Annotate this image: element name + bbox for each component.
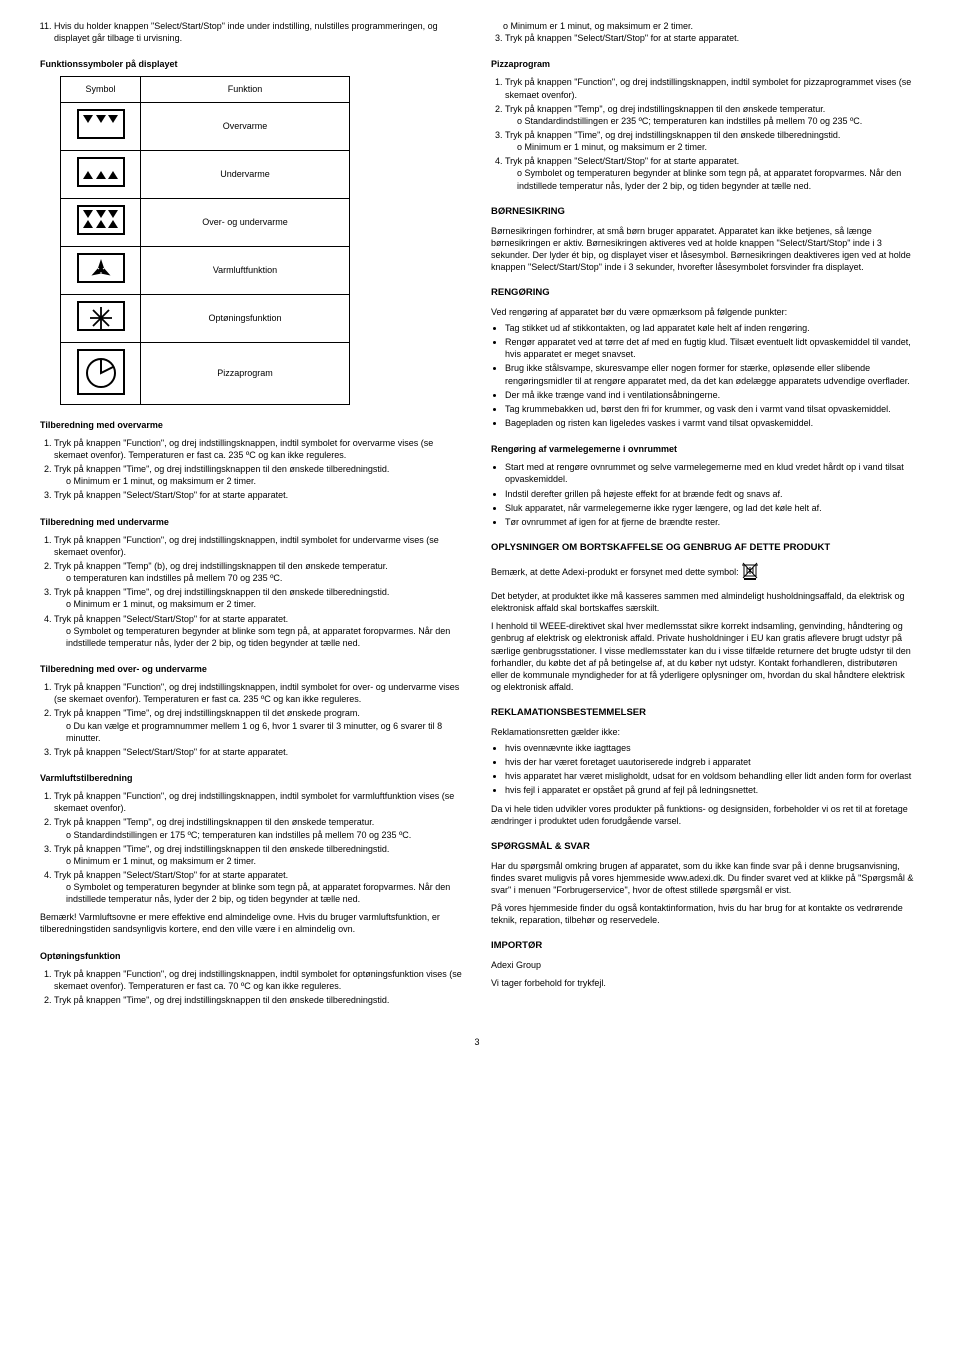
varmluft-note: Bemærk! Varmluftsovne er mere effektive …	[40, 911, 463, 935]
cell-sym-undervarme	[61, 150, 141, 198]
overvarme-step2: Tryk på knappen "Time", og drej indstill…	[54, 463, 463, 487]
item-11: Hvis du holder knappen "Select/Start/Sto…	[54, 20, 463, 44]
cell-label-overunder: Over- og undervarme	[141, 198, 350, 246]
weee-bin-icon	[741, 561, 759, 584]
heading-varmluft: Varmluftstilberedning	[40, 772, 463, 784]
pizza-step3: Tryk på knappen "Time", og drej indstill…	[505, 129, 914, 153]
th-funktion: Funktion	[141, 77, 350, 102]
overunder-step3: Tryk på knappen "Select/Start/Stop" for …	[54, 746, 463, 758]
varmelegemer-b3: Sluk apparatet, når varmelegemerne ikke …	[505, 502, 914, 514]
bornesikring-text: Børnesikringen forhindrer, at små børn b…	[491, 225, 914, 274]
heading-importor: IMPORTØR	[491, 940, 914, 953]
varmluft-step1: Tryk på knappen "Function", og drej inds…	[54, 790, 463, 814]
importor-p1: Adexi Group	[491, 959, 914, 971]
heading-undervarme: Tilberedning med undervarme	[40, 516, 463, 528]
bortskaffelse-p2: I henhold til WEEE-direktivet skal hver …	[491, 620, 914, 693]
cell-sym-pizza	[61, 342, 141, 404]
bortskaffelse-intro: Bemærk, at dette Adexi-produkt er forsyn…	[491, 561, 914, 584]
heading-bornesikring: BØRNESIKRING	[491, 206, 914, 219]
optoning-step3: Tryk på knappen "Select/Start/Stop" for …	[505, 32, 914, 44]
varmelegemer-b2: Indstil derefter grillen på højeste effe…	[505, 488, 914, 500]
pizza-icon	[77, 349, 125, 395]
varmluft-step2a: Standardindstillingen er 175 ºC; tempera…	[66, 829, 463, 841]
undervarme-step2a: temperaturen kan indstilles på mellem 70…	[66, 572, 463, 584]
heading-overunder: Tilberedning med over- og undervarme	[40, 663, 463, 675]
sporgsmal-p2: På vores hjemmeside finder du også konta…	[491, 902, 914, 926]
cell-sym-optoning	[61, 294, 141, 342]
optoning-step2: Tryk på knappen "Time", og drej indstill…	[54, 994, 463, 1006]
undervarme-step4: Tryk på knappen "Select/Start/Stop" for …	[54, 613, 463, 649]
pizza-step3a: Minimum er 1 minut, og maksimum er 2 tim…	[517, 141, 914, 153]
reklamation-p: Da vi hele tiden udvikler vores produkte…	[491, 803, 914, 827]
optoning-step1: Tryk på knappen "Function", og drej inds…	[54, 968, 463, 992]
heading-reklamation: REKLAMATIONSBESTEMMELSER	[491, 707, 914, 720]
reklamation-b2: hvis der har været foretaget uautorisere…	[505, 756, 914, 768]
undervarme-step2: Tryk på knappen "Temp" (b), og drej inds…	[54, 560, 463, 584]
overunder-step1: Tryk på knappen "Function", og drej inds…	[54, 681, 463, 705]
rengoring-b6: Bagepladen og risten kan ligeledes vaske…	[505, 417, 914, 429]
pizza-step1: Tryk på knappen "Function", og drej inds…	[505, 76, 914, 100]
heading-pizza: Pizzaprogram	[491, 58, 914, 70]
overvarme-icon	[77, 109, 125, 139]
th-symbol: Symbol	[61, 77, 141, 102]
rengoring-b5: Tag krummebakken ud, børst den fri for k…	[505, 403, 914, 415]
pizza-step2a: Standardindstillingen er 235 ºC; tempera…	[517, 115, 914, 127]
undervarme-step3a: Minimum er 1 minut, og maksimum er 2 tim…	[66, 598, 463, 610]
optoning-step2a: Minimum er 1 minut, og maksimum er 2 tim…	[503, 20, 914, 32]
reklamation-b3: hvis apparatet har været misligholdt, ud…	[505, 770, 914, 782]
pizza-step4: Tryk på knappen "Select/Start/Stop" for …	[505, 155, 914, 191]
cell-sym-overvarme	[61, 102, 141, 150]
pizza-step4a: Symbolet og temperaturen begynder at bli…	[517, 167, 914, 191]
reklamation-b4: hvis fejl i apparatet er opstået på grun…	[505, 784, 914, 796]
page-number: 3	[40, 1036, 914, 1048]
reklamation-intro: Reklamationsretten gælder ikke:	[491, 726, 914, 738]
rengoring-b4: Der må ikke trænge vand ind i ventilatio…	[505, 389, 914, 401]
heading-rengoring-varmelegemer: Rengøring af varmelegemerne i ovnrummet	[491, 443, 914, 455]
symbol-function-table: Symbol Funktion Overvarme Undervarme	[60, 76, 350, 404]
cell-label-varmluft: Varmluftfunktion	[141, 246, 350, 294]
fan-icon	[77, 253, 125, 283]
varmluft-step3: Tryk på knappen "Time", og drej indstill…	[54, 843, 463, 867]
over-undervarme-icon	[77, 205, 125, 235]
bortskaffelse-p1: Det betyder, at produktet ikke må kasser…	[491, 590, 914, 614]
overvarme-step1: Tryk på knappen "Function", og drej inds…	[54, 437, 463, 461]
cell-label-optoning: Optøningsfunktion	[141, 294, 350, 342]
reklamation-b1: hvis ovennævnte ikke iagttages	[505, 742, 914, 754]
rengoring-intro: Ved rengøring af apparatet bør du være o…	[491, 306, 914, 318]
cell-sym-overunder	[61, 198, 141, 246]
heading-funktionssymboler: Funktionssymboler på displayet	[40, 58, 463, 70]
undervarme-step4a: Symbolet og temperaturen begynder at bli…	[66, 625, 463, 649]
varmelegemer-b1: Start med at rengøre ovnrummet og selve …	[505, 461, 914, 485]
undervarme-icon	[77, 157, 125, 187]
varmluft-step4: Tryk på knappen "Select/Start/Stop" for …	[54, 869, 463, 905]
heading-bortskaffelse: OPLYSNINGER OM BORTSKAFFELSE OG GENBRUG …	[491, 542, 914, 555]
rengoring-b3: Brug ikke stålsvampe, skuresvampe eller …	[505, 362, 914, 386]
heading-sporgsmal: SPØRGSMÅL & SVAR	[491, 841, 914, 854]
rengoring-b2: Rengør apparatet ved at tørre det af med…	[505, 336, 914, 360]
pizza-step2: Tryk på knappen "Temp", og drej indstill…	[505, 103, 914, 127]
cell-label-pizza: Pizzaprogram	[141, 342, 350, 404]
cell-label-undervarme: Undervarme	[141, 150, 350, 198]
overvarme-step3: Tryk på knappen "Select/Start/Stop" for …	[54, 489, 463, 501]
overunder-step2: Tryk på knappen "Time", og drej indstill…	[54, 707, 463, 743]
importor-p2: Vi tager forbehold for trykfejl.	[491, 977, 914, 989]
varmluft-step4a: Symbolet og temperaturen begynder at bli…	[66, 881, 463, 905]
varmluft-step2: Tryk på knappen "Temp", og drej indstill…	[54, 816, 463, 840]
rengoring-b1: Tag stikket ud af stikkontakten, og lad …	[505, 322, 914, 334]
varmluft-step3a: Minimum er 1 minut, og maksimum er 2 tim…	[66, 855, 463, 867]
cell-sym-varmluft	[61, 246, 141, 294]
heading-rengoring: RENGØRING	[491, 287, 914, 300]
overunder-step2a: Du kan vælge et programnummer mellem 1 o…	[66, 720, 463, 744]
heading-optoning: Optøningsfunktion	[40, 950, 463, 962]
undervarme-step1: Tryk på knappen "Function", og drej inds…	[54, 534, 463, 558]
varmelegemer-b4: Tør ovnrummet af igen for at fjerne de b…	[505, 516, 914, 528]
undervarme-step3: Tryk på knappen "Time", og drej indstill…	[54, 586, 463, 610]
sporgsmal-p1: Har du spørgsmål omkring brugen af appar…	[491, 860, 914, 896]
overvarme-step2a: Minimum er 1 minut, og maksimum er 2 tim…	[66, 475, 463, 487]
snowflake-icon	[77, 301, 125, 331]
heading-overvarme: Tilberedning med overvarme	[40, 419, 463, 431]
cell-label-overvarme: Overvarme	[141, 102, 350, 150]
